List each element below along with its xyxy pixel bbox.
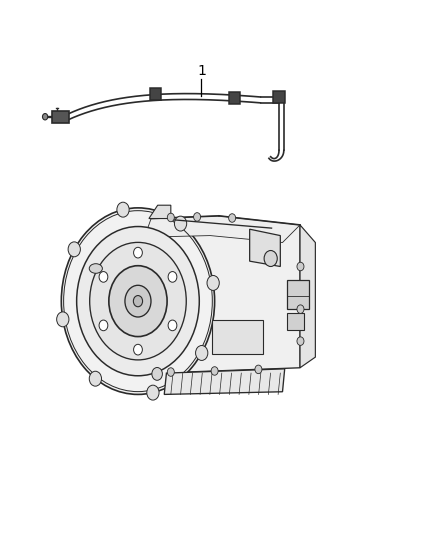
Circle shape <box>297 262 304 271</box>
Circle shape <box>90 243 186 360</box>
Circle shape <box>134 344 142 355</box>
Bar <box>273 91 285 103</box>
Circle shape <box>167 213 174 222</box>
Circle shape <box>134 247 142 258</box>
Bar <box>287 313 304 330</box>
Bar <box>212 320 263 354</box>
Circle shape <box>125 285 151 317</box>
Circle shape <box>61 208 215 394</box>
Circle shape <box>99 320 108 330</box>
Ellipse shape <box>89 264 102 273</box>
Polygon shape <box>145 216 300 243</box>
Circle shape <box>174 216 187 231</box>
Circle shape <box>229 214 236 222</box>
Circle shape <box>211 367 218 375</box>
Text: 1: 1 <box>197 64 206 78</box>
Circle shape <box>264 251 277 266</box>
Circle shape <box>57 312 69 327</box>
Circle shape <box>255 365 262 374</box>
Bar <box>52 111 69 123</box>
Polygon shape <box>151 219 300 373</box>
Polygon shape <box>149 205 171 219</box>
Circle shape <box>167 368 174 376</box>
Bar <box>229 92 240 104</box>
Circle shape <box>117 202 129 217</box>
Circle shape <box>168 272 177 282</box>
Circle shape <box>152 368 162 381</box>
Circle shape <box>297 337 304 345</box>
Circle shape <box>194 213 201 221</box>
Circle shape <box>77 227 199 376</box>
Circle shape <box>297 305 304 313</box>
Circle shape <box>42 114 48 120</box>
Bar <box>287 280 309 309</box>
Circle shape <box>133 295 142 307</box>
Polygon shape <box>164 369 285 394</box>
Polygon shape <box>300 225 315 368</box>
Circle shape <box>168 320 177 330</box>
Circle shape <box>147 385 159 400</box>
Polygon shape <box>250 229 280 266</box>
Circle shape <box>68 242 80 257</box>
Circle shape <box>109 266 167 337</box>
Bar <box>150 88 161 100</box>
Circle shape <box>89 372 102 386</box>
Circle shape <box>196 345 208 360</box>
Circle shape <box>99 271 108 282</box>
Circle shape <box>207 276 219 290</box>
